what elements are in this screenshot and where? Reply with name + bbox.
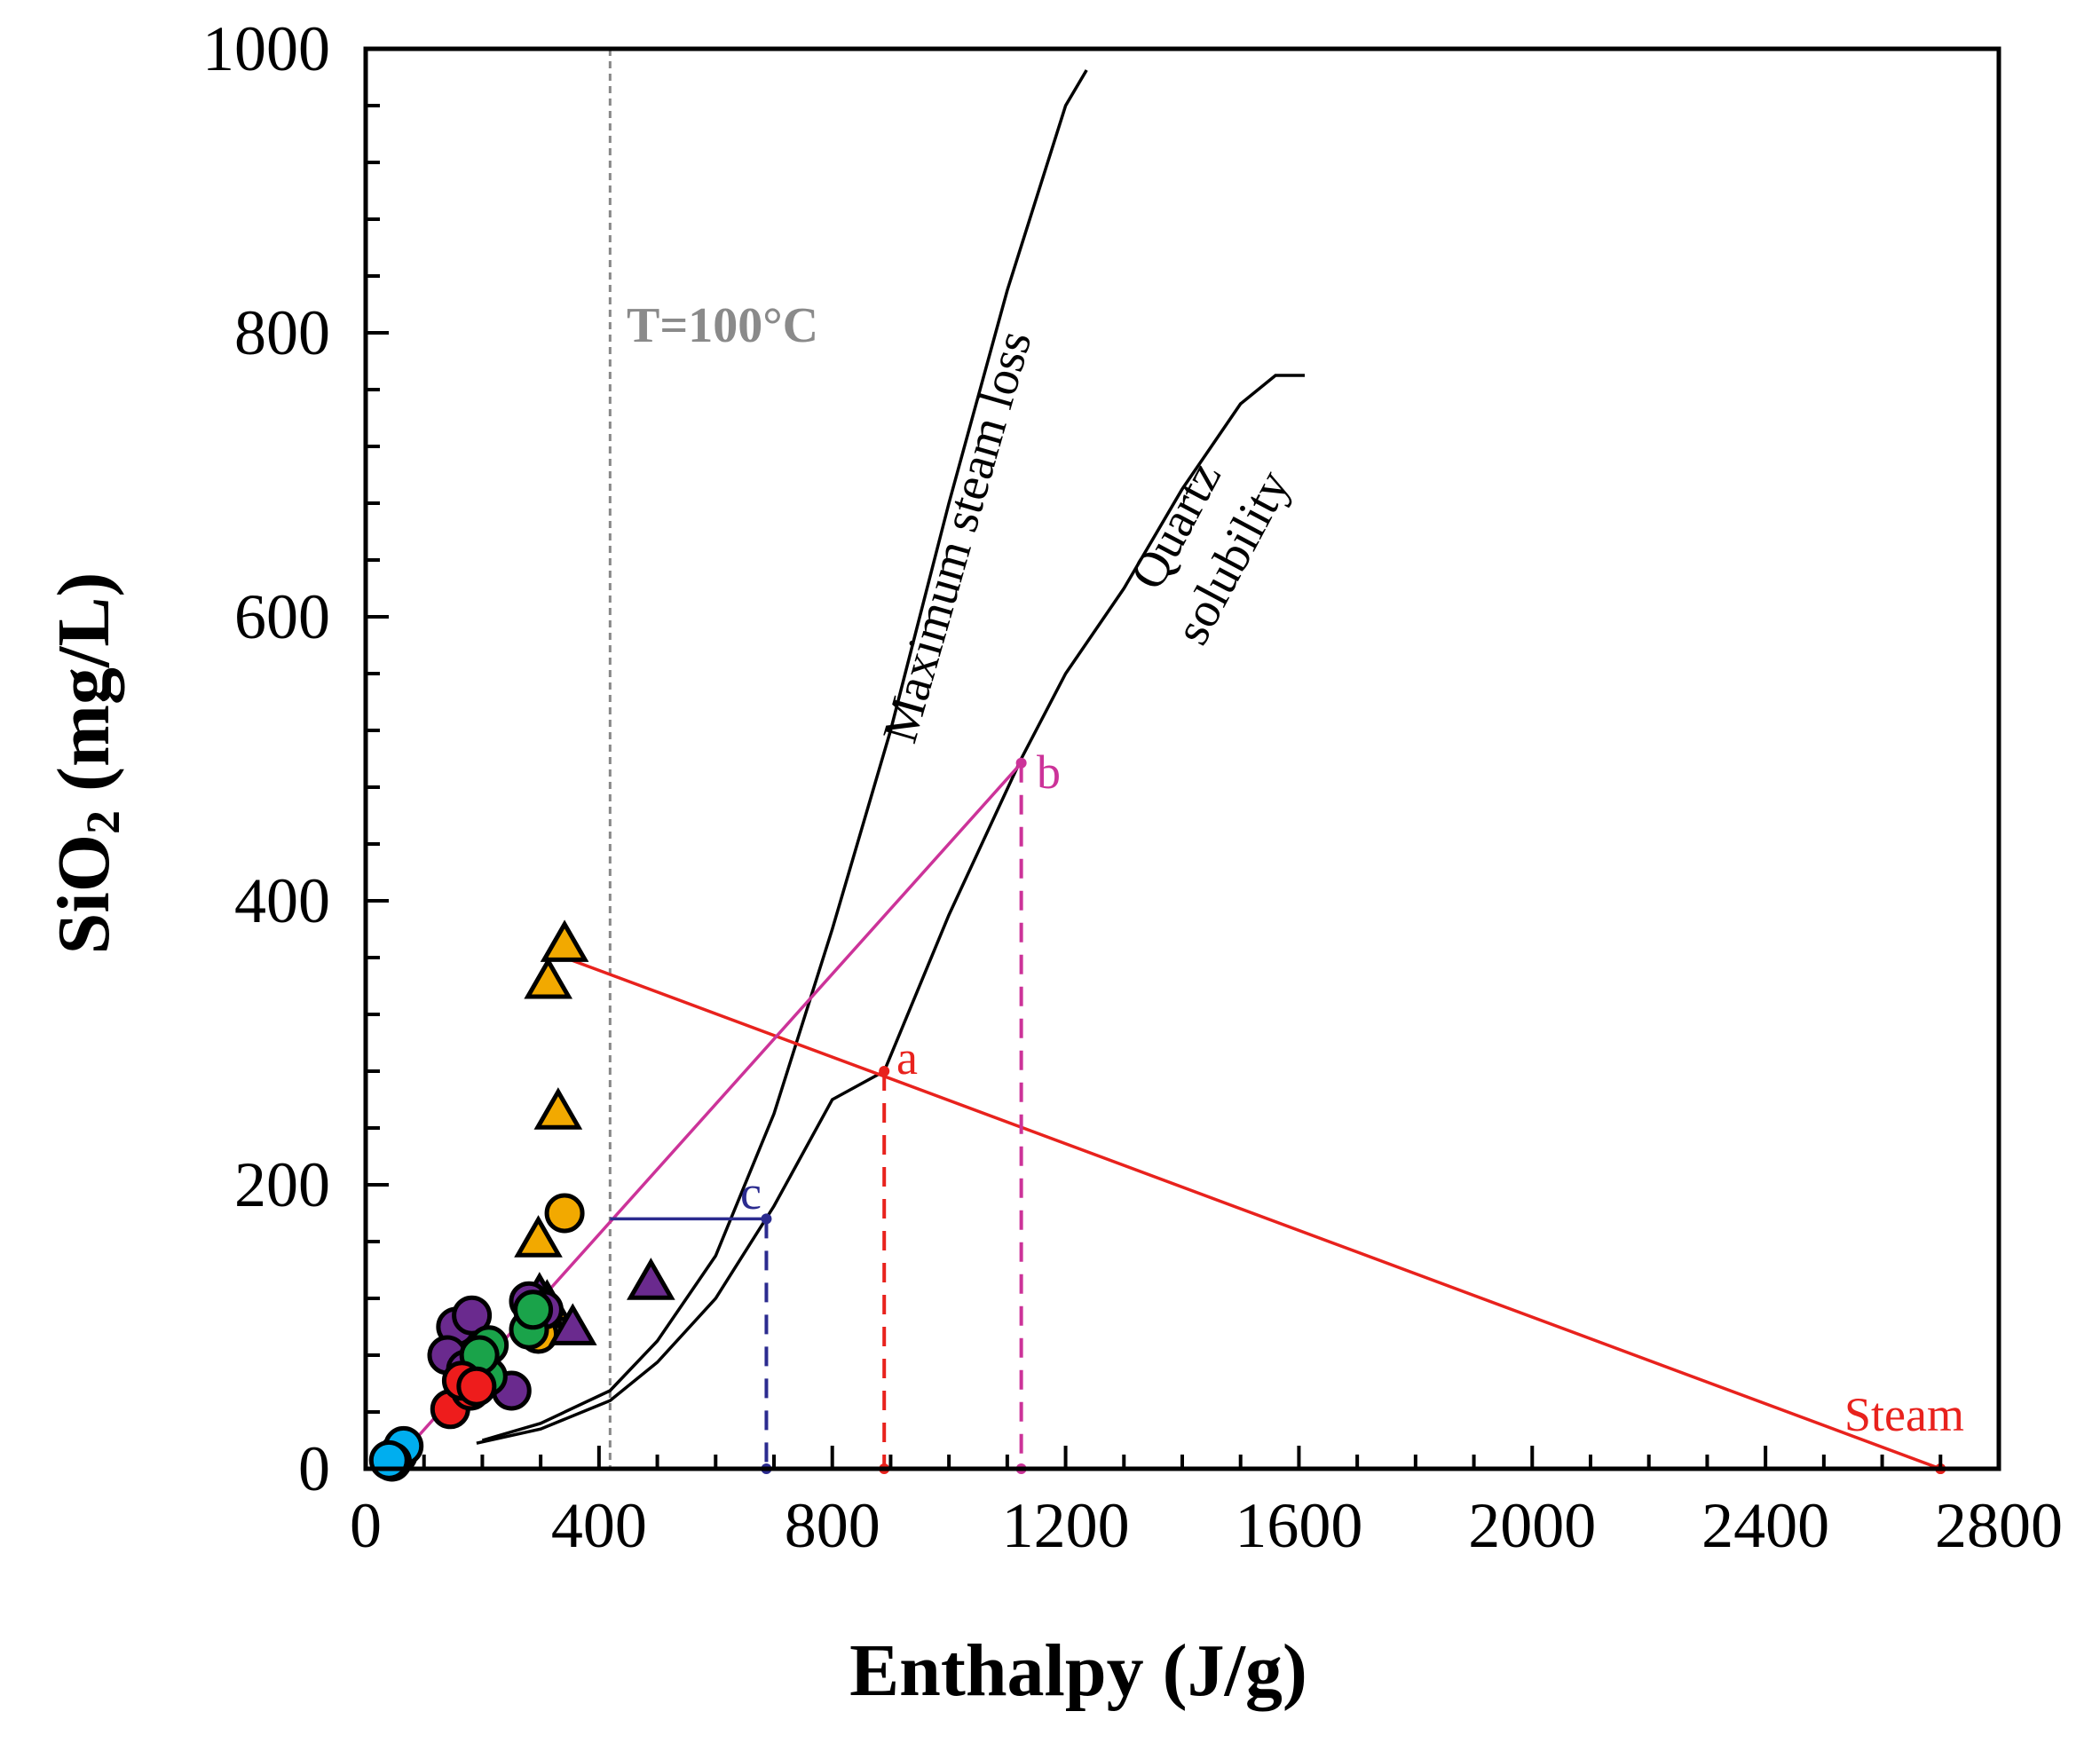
y-axis-label-unit: (mg/L) <box>43 572 125 810</box>
y-axis-label-subscript: 2 <box>76 810 130 834</box>
y-tick-label: 200 <box>234 1149 330 1220</box>
max-steam-loss-label: Maximum steam loss <box>872 325 1043 749</box>
x-tick-label: 400 <box>551 1490 647 1561</box>
x-tick-label: 2400 <box>1701 1490 1829 1561</box>
x-tick-label: 0 <box>350 1490 382 1561</box>
red-circle-marker <box>456 1366 497 1407</box>
orange-triangle-marker <box>540 919 589 962</box>
purple-triangle-marker <box>548 1303 597 1345</box>
point-c <box>761 1213 772 1225</box>
purple-triangle-marker <box>627 1258 675 1300</box>
cyan-circle-marker <box>368 1439 409 1480</box>
purple-circle-marker <box>452 1295 493 1336</box>
green-circle-marker <box>513 1290 554 1330</box>
t100-label: T=100°C <box>627 298 818 353</box>
y-tick-label: 600 <box>234 581 330 652</box>
x-tick-label: 1200 <box>1002 1490 1130 1561</box>
orange-triangle-marker <box>514 1215 563 1258</box>
max-steam-loss-curve <box>481 69 1088 1442</box>
orange-circle-marker <box>544 1193 585 1234</box>
point-b <box>1015 757 1027 769</box>
lines-layer <box>387 49 1941 1471</box>
x-tick-label: 1600 <box>1235 1490 1362 1561</box>
orange-triangle-marker <box>524 956 573 999</box>
y-tick-label: 400 <box>234 865 330 936</box>
x-tick-label: 2800 <box>1935 1490 2063 1561</box>
quartz-solubility-curve <box>476 374 1305 1445</box>
mixing-line-steam <box>564 956 1941 1471</box>
y-tick-label: 1000 <box>202 13 330 84</box>
point-a <box>879 1066 890 1077</box>
orange-triangle-marker <box>533 1087 583 1130</box>
x-axis-label: Enthalpy (J/g) <box>849 1629 1307 1712</box>
y-tick-label: 800 <box>234 297 330 368</box>
x-tick-label: 800 <box>785 1490 880 1561</box>
point-b-label: b <box>1037 745 1061 799</box>
point-a-label: a <box>896 1031 918 1084</box>
markers-layer <box>368 757 1946 1482</box>
point-c-label: c <box>740 1166 762 1219</box>
axes-layer: 0 400 800 1200 1600 2000 2400 2800 0 200 400 600 800… <box>202 13 2063 1561</box>
y-axis-label: SiO2 (mg/L) <box>43 572 130 955</box>
steam-label: Steam <box>1844 1388 1964 1441</box>
y-axis-label-main: SiO <box>43 834 125 954</box>
x-tick-label: 2000 <box>1468 1490 1596 1561</box>
y-tick-label: 0 <box>298 1433 330 1504</box>
